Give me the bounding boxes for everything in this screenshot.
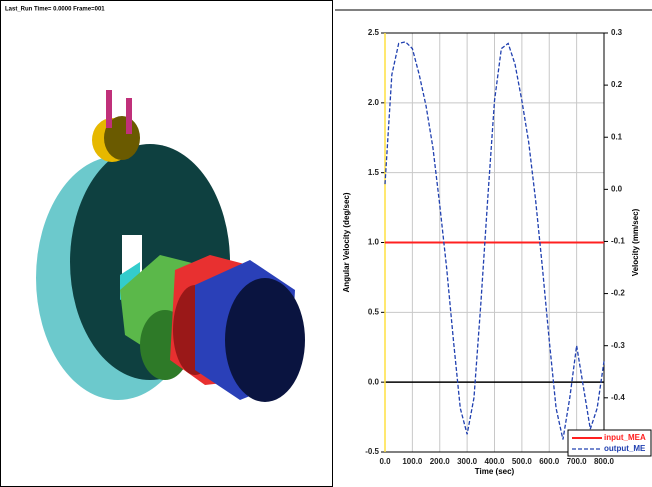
y2-tick-label: 0.0	[611, 184, 623, 193]
y-tick-label: -0.5	[365, 447, 379, 456]
y2-tick-label: 0.1	[611, 132, 623, 141]
y2-tick-label: -0.1	[611, 237, 625, 246]
x-tick-label: 800.0	[594, 457, 615, 466]
y-tick-label: 1.5	[368, 168, 380, 177]
blue-face	[225, 278, 305, 402]
legend: input_MEA output_ME	[567, 429, 652, 457]
chart: 0.0 100.0 200.0 300.0 400.0 500.0 600.0 700.0 80…	[342, 28, 652, 476]
y-axis-label: Angular Velocity (deg/sec)	[342, 192, 351, 292]
series-line	[384, 41, 605, 440]
y-tick-label: 0.0	[368, 377, 380, 386]
y2-axis-label: Velocity (mm/sec)	[631, 208, 640, 276]
legend-box	[567, 429, 652, 457]
x-tick-label: 400.0	[484, 457, 505, 466]
y-tick-label: 2.0	[368, 98, 380, 107]
y2-tick-label: -0.4	[611, 393, 625, 402]
x-tick-label: 700.0	[567, 457, 588, 466]
x-tick-label: 0.0	[379, 457, 391, 466]
x-axis-label: Time (sec)	[475, 467, 515, 476]
y2-tick-label: 0.2	[611, 80, 623, 89]
pin	[106, 90, 112, 128]
x-tick-label: 600.0	[539, 457, 560, 466]
y-tick-label: 2.5	[368, 28, 380, 37]
model-3d	[36, 90, 305, 402]
x-tick-label: 300.0	[457, 457, 478, 466]
legend-label: output_ME	[604, 444, 646, 453]
y-tick-label: 0.5	[368, 307, 380, 316]
pin	[126, 98, 132, 134]
legend-label: input_MEA	[604, 433, 646, 442]
x-tick-label: 200.0	[430, 457, 451, 466]
y2-tick-label: 0.3	[611, 28, 623, 37]
x-tick-label: 500.0	[512, 457, 533, 466]
status-text: Last_Run Time= 0.0000 Frame=001	[5, 7, 105, 13]
x-tick-label: 100.0	[402, 457, 423, 466]
y2-tick-label: -0.3	[611, 341, 625, 350]
y-tick-label: 1.0	[368, 238, 380, 247]
y2-tick-label: -0.2	[611, 289, 625, 298]
